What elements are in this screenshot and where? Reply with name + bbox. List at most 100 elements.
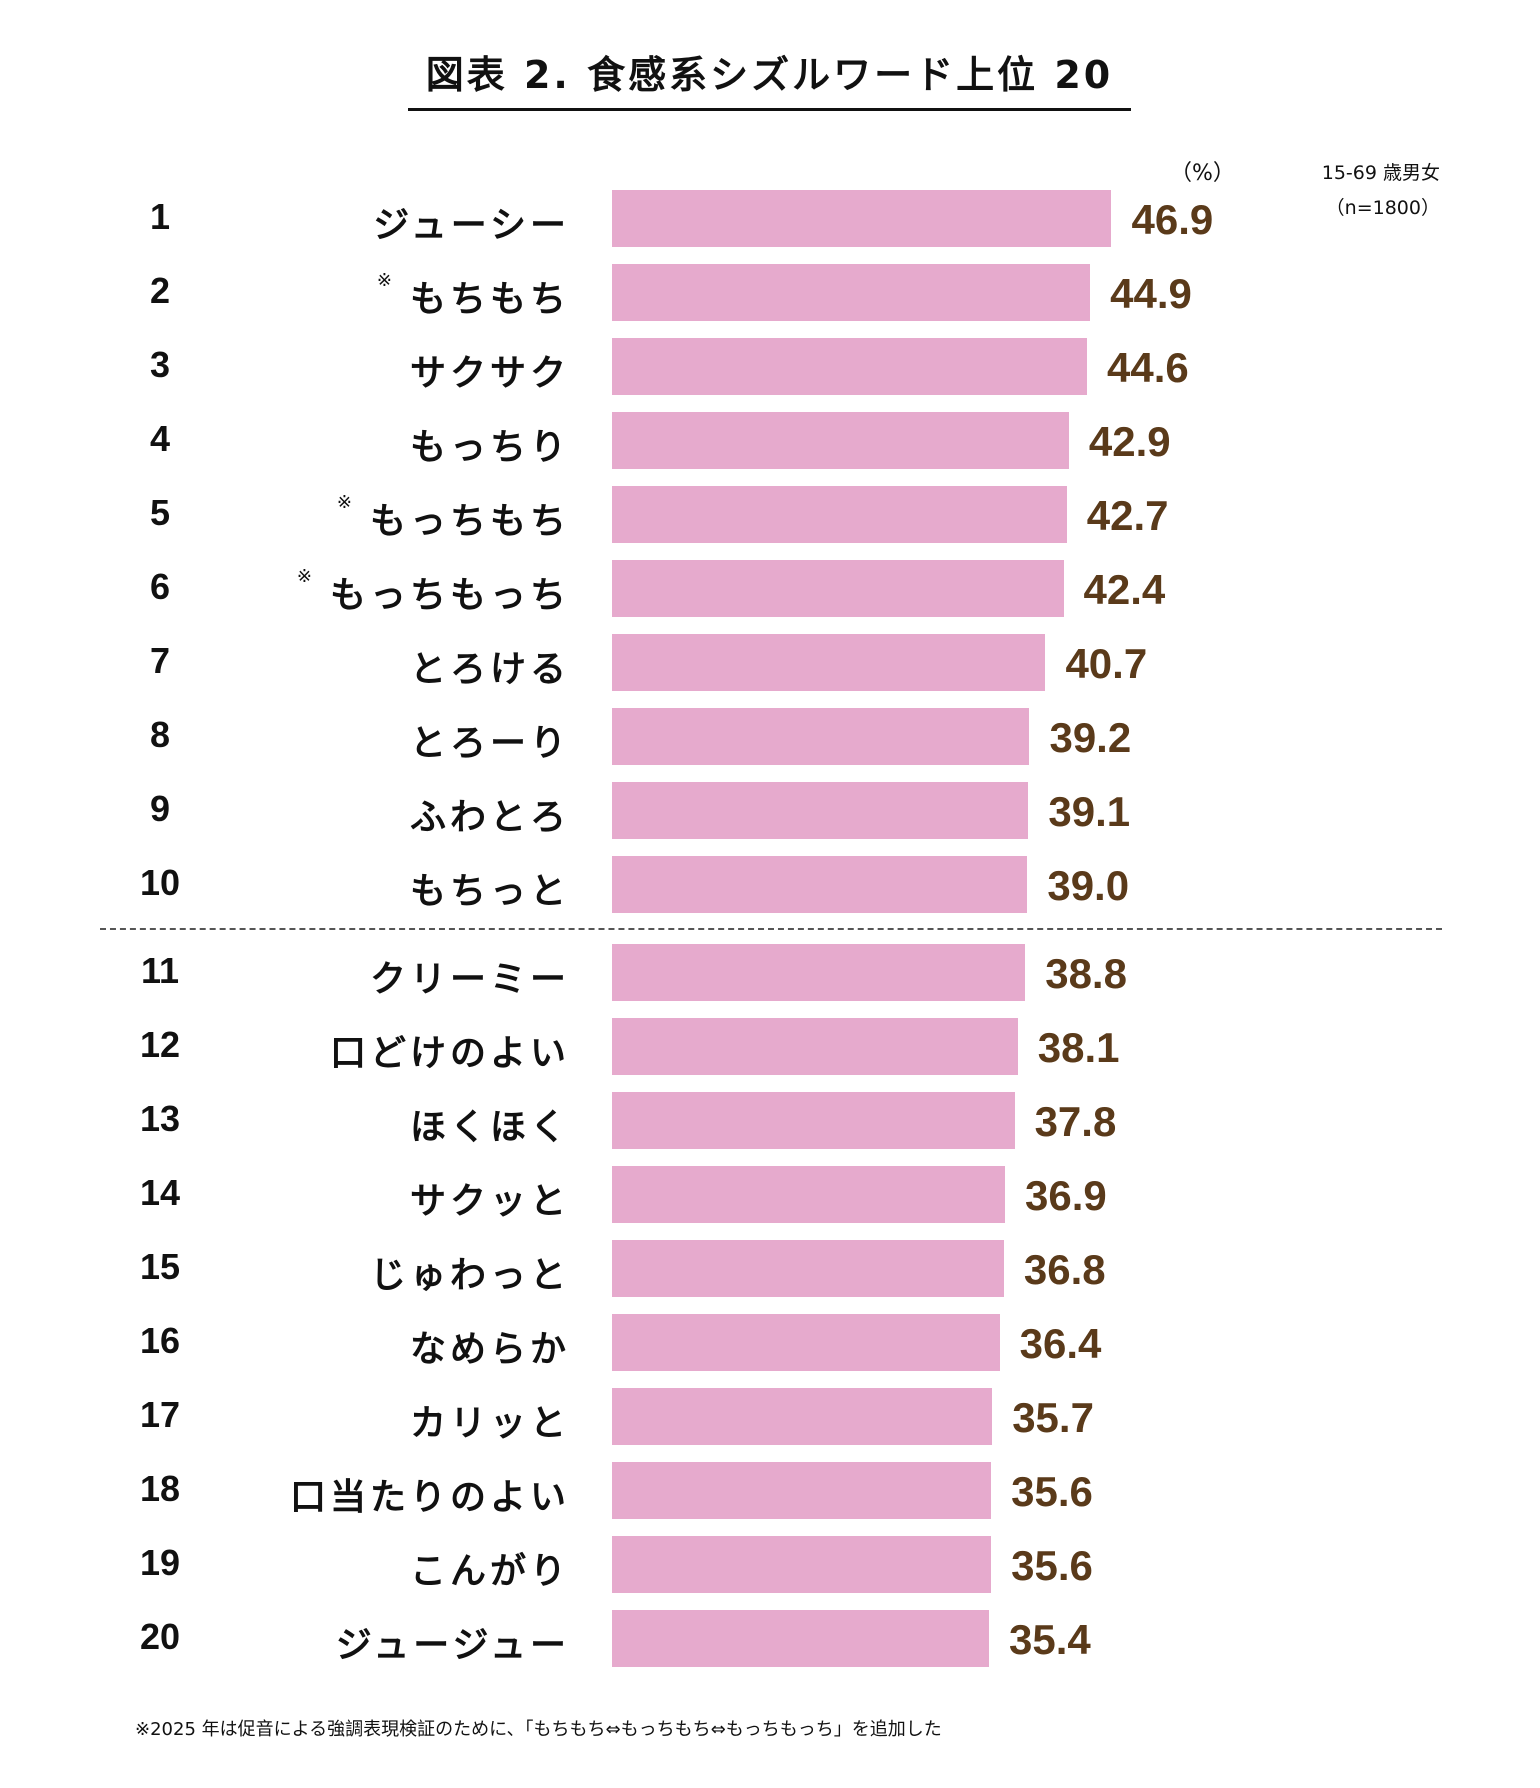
category-label: ※ もちもち (377, 270, 570, 322)
rank-label: 18 (139, 1468, 181, 1509)
rank-label: 11 (140, 950, 180, 991)
rank-label: 4 (149, 418, 171, 459)
category-label: もっちり (410, 418, 570, 470)
category-text: 口当たりのよい (289, 1477, 570, 1518)
value-label: 46.9 (1131, 196, 1214, 243)
category-label: ※ もっちもち (337, 492, 570, 544)
top10-divider (100, 928, 1442, 930)
rank-label: 9 (149, 788, 171, 829)
rank-label: 13 (139, 1098, 181, 1139)
category-text: ふわとろ (409, 797, 570, 838)
category-label: 口どけのよい (330, 1024, 570, 1076)
category-text: とろーり (409, 723, 570, 764)
category-text: サクッと (409, 1181, 570, 1222)
category-text: ジューシー (373, 205, 570, 246)
value-label: 36.8 (1023, 1246, 1106, 1293)
bar (612, 1610, 989, 1667)
bar (612, 1092, 1015, 1149)
category-label: ※ もっちもっち (297, 566, 570, 618)
value-label: 42.9 (1088, 418, 1171, 465)
rank-label: 16 (139, 1320, 181, 1361)
category-text: クリーミー (369, 959, 570, 1000)
category-label: クリーミー (370, 950, 570, 1002)
rank-label: 10 (139, 862, 181, 903)
category-text: もちもち (409, 279, 570, 320)
category-label: サクサク (410, 344, 570, 396)
category-label: ほくほく (410, 1098, 570, 1150)
rank-label: 8 (149, 714, 171, 755)
category-text: カリッと (409, 1403, 570, 1444)
value-label: 39.1 (1048, 788, 1131, 835)
value-label: 37.8 (1034, 1098, 1117, 1145)
value-label: 39.0 (1047, 862, 1130, 909)
bar (612, 1462, 992, 1519)
value-label: 44.6 (1106, 344, 1189, 391)
rank-label: 20 (139, 1616, 181, 1657)
category-label: カリッと (410, 1394, 570, 1446)
category-label: ジューシー (373, 196, 570, 248)
category-label: なめらか (410, 1320, 570, 1372)
value-label: 40.7 (1065, 640, 1148, 687)
category-label: 口当たりのよい (290, 1468, 570, 1520)
category-text: 口どけのよい (329, 1033, 570, 1074)
category-text: こんがり (409, 1551, 570, 1592)
value-label: 36.9 (1024, 1172, 1107, 1219)
unit-label: （%） (1170, 161, 1235, 186)
footnote: ※2025 年は促音による強調表現検証のために、「もちもち⇔もっちもち⇔もっちも… (135, 1719, 942, 1740)
bar (612, 1314, 1000, 1371)
category-text: もっちもっち (329, 575, 570, 616)
title-underline (408, 108, 1131, 111)
bar (612, 412, 1069, 469)
category-label: とろーり (410, 714, 570, 766)
rank-label: 6 (149, 566, 171, 607)
bar (612, 486, 1067, 543)
category-text: なめらか (409, 1329, 570, 1370)
category-text: もっちもち (369, 501, 570, 542)
value-label: 39.2 (1049, 714, 1132, 761)
note-mark: ※ (336, 492, 356, 513)
bar (612, 782, 1029, 839)
bar (612, 856, 1028, 913)
value-label: 36.4 (1019, 1320, 1102, 1367)
value-label: 35.6 (1011, 1468, 1093, 1515)
value-label: 35.7 (1012, 1394, 1094, 1441)
bar (612, 1166, 1005, 1223)
category-label: こんがり (410, 1542, 570, 1594)
value-label: 35.6 (1011, 1542, 1093, 1589)
category-text: ジュージュー (335, 1625, 570, 1666)
bar (612, 1388, 993, 1445)
category-label: とろける (410, 640, 570, 692)
category-label: ジュージュー (336, 1616, 570, 1668)
note-mark: ※ (296, 566, 316, 587)
value-label: 42.4 (1083, 566, 1166, 613)
value-label: 42.7 (1086, 492, 1169, 539)
category-label: ふわとろ (410, 788, 570, 840)
rank-label: 1 (149, 196, 171, 237)
category-label: サクッと (410, 1172, 570, 1224)
category-label: もちっと (410, 862, 570, 914)
value-label: 35.4 (1009, 1616, 1091, 1663)
rank-label: 2 (149, 270, 171, 311)
note-mark: ※ (376, 270, 396, 291)
rank-label: 3 (149, 344, 171, 385)
category-text: サクサク (409, 353, 570, 394)
rank-label: 5 (149, 492, 171, 533)
rank-label: 19 (139, 1542, 181, 1583)
sample-size: （n=1800） (1325, 197, 1440, 219)
bar (612, 560, 1064, 617)
category-text: とろける (409, 649, 570, 690)
category-label: じゅわっと (370, 1246, 570, 1298)
value-label: 38.1 (1037, 1024, 1120, 1071)
chart-title: 図表 2. 食感系シズルワード上位 20 (425, 53, 1114, 97)
rank-label: 12 (139, 1024, 181, 1065)
bar (612, 190, 1112, 247)
bar (612, 708, 1030, 765)
bar (612, 264, 1091, 321)
sample-description: 15-69 歳男女 (1321, 162, 1440, 184)
bar (612, 1018, 1018, 1075)
category-text: じゅわっと (369, 1255, 570, 1296)
rank-label: 7 (149, 640, 171, 681)
bar (612, 634, 1046, 691)
category-text: もっちり (409, 427, 570, 468)
